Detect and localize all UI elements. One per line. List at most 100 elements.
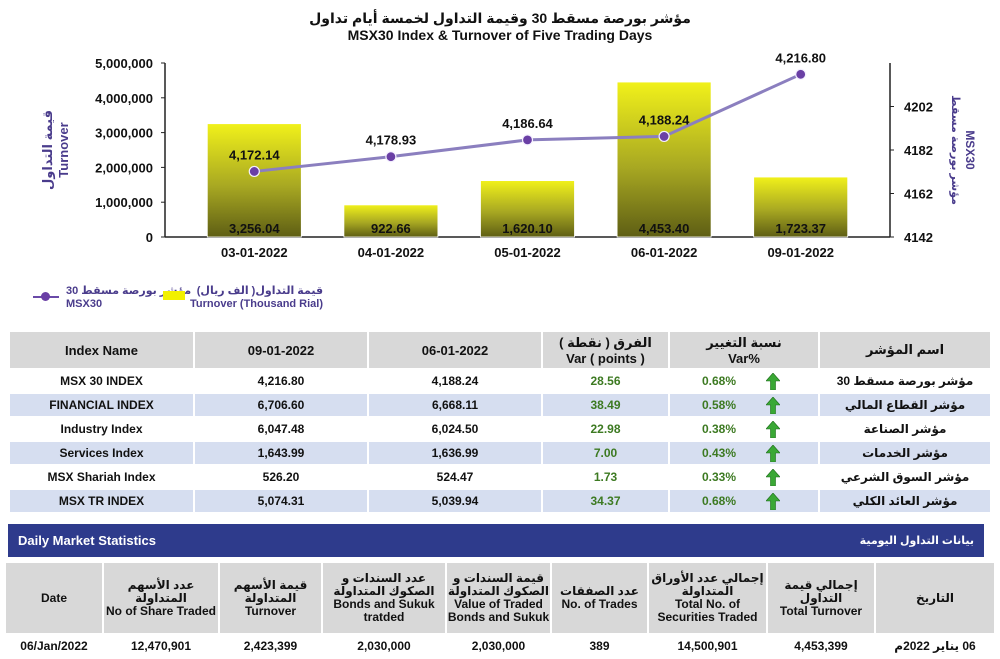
date2-value-cell: 4,188.24 (431, 374, 479, 388)
col-date: Date (6, 563, 102, 633)
pct-cell: 0.43% (670, 442, 818, 464)
col-bonds-value-en: Value of Traded Bonds and Sukuk (447, 597, 550, 624)
msx30-point (385, 151, 397, 163)
left-tick-label: 1,000,000 (95, 195, 153, 210)
col-pct-en: Var% (728, 350, 760, 366)
col-pct-ar: نسبة التغيير (706, 334, 782, 350)
cell-trades: 389 (589, 639, 610, 653)
col-trades-en: No. of Trades (561, 597, 638, 611)
cell-shares: 12,470,901 (130, 639, 192, 653)
x-tick-label: 06-01-2022 (631, 245, 698, 260)
col-shares-value: قيمة الأسهم المتداولة Turnover (220, 563, 321, 633)
up-arrow-icon (766, 493, 780, 510)
index-row: MSX Shariah Index 526.20 524.47 1.73 0.33% مؤ… (10, 466, 990, 488)
legend-turnover-ar: قيمة التداول( الف ريال) (196, 285, 324, 297)
col-securities: إجمالي عدد الأوراق المتداولة Total No. of… (649, 563, 766, 633)
col-bonds-value: قيمة السندات و الصكوك المتداولة Value of … (447, 563, 550, 633)
turnover-index-chart: 0 1,000,000 2,000,000 3,000,000 4,000,000 5,0… (40, 50, 977, 260)
legend-marker-swatch (41, 292, 50, 301)
var-cell: 1.73 (593, 470, 618, 484)
date2-value-cell: 5,039.94 (369, 490, 541, 512)
right-tick-label: 4162 (904, 187, 933, 202)
col-index-name: Index Name (10, 332, 193, 368)
x-tick-label: 04-01-2022 (358, 245, 425, 260)
right-axis-label-ar: مؤشر بورصة مسقط (949, 95, 961, 205)
index-name-ar-cell: مؤشر القطاع المالي (820, 394, 990, 416)
col-shares-value-en: Turnover (244, 603, 297, 618)
turnover-bar (753, 176, 849, 238)
var-cell: 28.56 (590, 374, 621, 388)
turnover-bar (206, 123, 302, 238)
msx30-value-label: 4,172.14 (229, 147, 280, 162)
index-name-cell: MSX Shariah Index (47, 470, 156, 484)
date1-value-cell: 6,706.60 (195, 394, 367, 416)
col-turnover-ar: إجمالي قيمة التداول (784, 577, 858, 605)
turnover-bar (343, 204, 439, 238)
col-var: الفرق ( نقطة ) Var ( points ) (543, 332, 668, 368)
col-bonds-count-en: Bonds and Sukuk tratded (333, 597, 435, 624)
up-arrow-icon (766, 445, 780, 462)
pct-value: 0.68% (702, 494, 737, 508)
bar-value-label: 1,723.37 (775, 221, 826, 236)
index-name-cell: FINANCIAL INDEX (10, 394, 193, 416)
x-tick-label: 09-01-2022 (767, 245, 834, 260)
daily-stats-header: Daily Market Statistics بيانات التداول ا… (8, 524, 984, 557)
right-tick-label: 4142 (904, 230, 933, 245)
col-shares: عدد الأسهم المتداولة No of Share Traded (104, 563, 218, 633)
left-tick-label: 2,000,000 (95, 160, 153, 175)
legend-turnover-en: Turnover (Thousand Rial) (190, 298, 324, 310)
cell-date: 06/Jan/2022 (20, 639, 88, 653)
pct-cell: 0.38% (670, 418, 818, 440)
var-cell: 34.37 (543, 490, 668, 512)
bar-value-label: 922.66 (371, 221, 411, 236)
index-row: MSX TR INDEX 5,074.31 5,039.94 34.37 0.68% مؤ… (10, 490, 990, 512)
pct-cell: 0.68% (670, 490, 818, 512)
chart-title-ar: مؤشر بورصة مسقط 30 وقيمة التداول لخمسة أ… (309, 10, 691, 26)
index-name-cell: MSX TR INDEX (10, 490, 193, 512)
index-table: Index Name 09-01-2022 06-01-2022 الفرق (… (8, 330, 992, 514)
legend-index: مؤشر بورصة مسقط 30 MSX30 (66, 285, 191, 311)
up-arrow-icon (766, 397, 780, 414)
col-bonds-value-ar: قيمة السندات و الصكوك المتداولة (447, 571, 550, 598)
left-tick-label: 5,000,000 (95, 56, 153, 71)
date2-value-cell: 6,668.11 (369, 394, 541, 416)
msx30-point (658, 130, 670, 143)
legend-index-ar: مؤشر بورصة مسقط 30 (66, 285, 192, 297)
col-date-2: 06-01-2022 (369, 332, 541, 368)
up-arrow-icon (766, 373, 780, 390)
legend-index-en: MSX30 (66, 298, 103, 310)
index-name-cell: MSX 30 INDEX (60, 374, 143, 388)
index-name-ar-cell: مؤشر السوق الشرعي (840, 470, 970, 484)
col-turnover: إجمالي قيمة التداول Total Turnover (768, 563, 874, 633)
index-row: FINANCIAL INDEX 6,706.60 6,668.11 38.49 0.58… (10, 394, 990, 416)
left-axis-label-en: Turnover (56, 122, 71, 177)
msx30-value-label: 4,178.93 (366, 133, 417, 148)
index-name-ar-cell: مؤشر العائد الكلي (820, 490, 990, 512)
legend-bar-swatch (163, 291, 185, 300)
msx30-value-label: 4,188.24 (639, 112, 690, 127)
legend-turnover: قيمة التداول( الف ريال) Turnover (Thousa… (190, 285, 323, 311)
index-name-ar-cell: مؤشر الصناعة (863, 422, 947, 436)
pct-cell: 0.58% (670, 394, 818, 416)
col-bonds-count: عدد السندات و الصكوك المتداولة Bonds and … (323, 563, 445, 633)
col-pct: نسبة التغيير Var% (670, 332, 818, 368)
msx30-point (248, 165, 260, 178)
date1-value-cell: 526.20 (262, 470, 300, 484)
col-bonds-count-ar: عدد السندات و الصكوك المتداولة (333, 571, 435, 598)
date1-value-cell: 1,643.99 (195, 442, 367, 464)
turnover-bar (616, 81, 712, 238)
date1-value-cell: 5,074.31 (195, 490, 367, 512)
col-securities-en: Total No. of Securities Traded (657, 597, 758, 624)
left-tick-label: 4,000,000 (95, 91, 153, 106)
pct-value: 0.38% (702, 422, 737, 436)
left-tick-label: 3,000,000 (95, 126, 153, 141)
up-arrow-icon (766, 469, 780, 486)
daily-stats-row: 06/Jan/2022 12,470,901 2,423,399 2,030,0… (6, 635, 994, 657)
date2-value-cell: 524.47 (436, 470, 474, 484)
date1-value-cell: 6,047.48 (257, 422, 305, 436)
col-index-name-ar: اسم المؤشر (820, 332, 990, 368)
col-date-ar: التاريخ (876, 563, 994, 633)
var-cell: 38.49 (543, 394, 668, 416)
msx30-point (521, 134, 534, 146)
date2-value-cell: 1,636.99 (369, 442, 541, 464)
